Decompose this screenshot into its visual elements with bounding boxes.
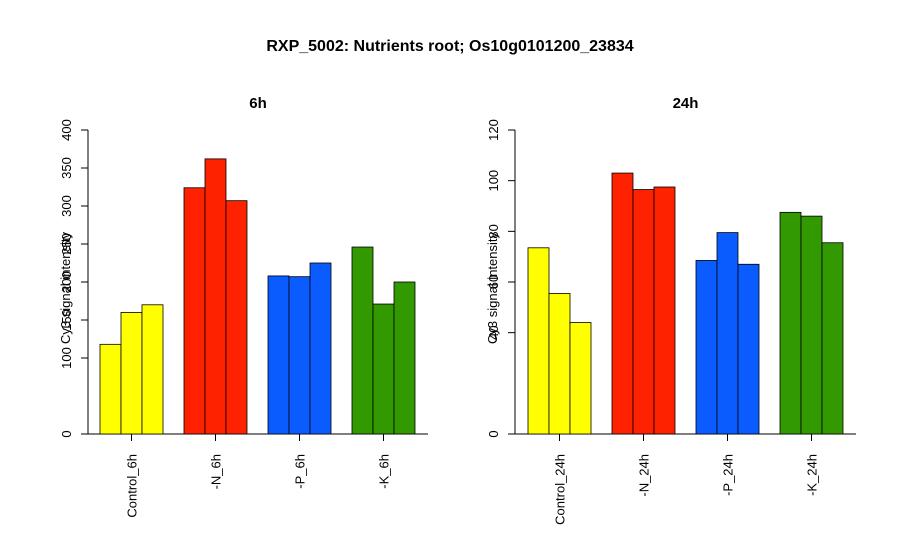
bar--N_24h-1 [611, 172, 634, 435]
bar--N_6h-3 [225, 200, 248, 435]
bar-Control_24h-2 [548, 292, 571, 435]
bar--K_6h-1 [351, 246, 374, 435]
x-tick-label: -K_24h [805, 454, 820, 496]
bar--P_24h-2 [716, 232, 739, 435]
y-tick-label: 400 [59, 119, 74, 141]
bar--P_6h-3 [309, 262, 332, 435]
bar--P_6h-1 [267, 275, 290, 435]
bar--K_24h-3 [821, 242, 844, 435]
bar--K_24h-1 [779, 211, 802, 435]
y-tick-label: 60 [486, 275, 501, 289]
bar--K_6h-2 [372, 303, 395, 435]
bar--N_6h-1 [183, 187, 206, 435]
y-tick-label: 200 [59, 271, 74, 293]
x-tick-label: -K_6h [377, 454, 392, 489]
x-tick-label: Control_24h [553, 454, 568, 525]
panel-6h: 6h 0 100 150 200 250 300 350 400 Cy3 signal inten… [58, 95, 428, 518]
y-tick-label: 300 [59, 195, 74, 217]
bar--N_6h-2 [204, 158, 227, 435]
y-tick-label: 40 [486, 325, 501, 339]
y-tick-label: 80 [486, 224, 501, 238]
bar-Control_6h-2 [120, 311, 143, 435]
y-tick-label: 120 [486, 119, 501, 141]
y-tick-label: 100 [486, 170, 501, 192]
y-tick-label: 0 [486, 430, 501, 437]
y-tick-label: 150 [59, 309, 74, 331]
x-tick-label: -N_6h [209, 454, 224, 489]
bar--N_24h-2 [632, 189, 655, 435]
bar--K_24h-2 [800, 215, 823, 435]
x-tick-label: -N_24h [637, 454, 652, 497]
y-tick-label: 250 [59, 233, 74, 255]
bar--N_24h-3 [653, 186, 676, 435]
y-tick-label: 100 [59, 347, 74, 369]
panel-24h: 24h 0 40 60 80 100 120 Cy3 signal intensity Cont… [485, 95, 856, 525]
y-tick-label: 350 [59, 157, 74, 179]
x-tick-label: Control_6h [125, 454, 140, 518]
panel-title: 6h [249, 95, 267, 112]
bar-Control_24h-1 [527, 247, 550, 435]
x-tick-label: -P_24h [721, 454, 736, 496]
x-tick-label: -P_6h [293, 454, 308, 489]
bar--K_6h-3 [393, 281, 416, 435]
bar--P_24h-1 [695, 260, 718, 435]
panel-title: 24h [673, 95, 699, 112]
bar-Control_24h-3 [569, 322, 592, 435]
chart-main-title: RXP_5002: Nutrients root; Os10g0101200_2… [266, 38, 634, 55]
y-axis-label: Cy3 signal intensity [485, 232, 500, 344]
bar--P_24h-3 [737, 263, 760, 435]
bar-Control_6h-1 [99, 343, 122, 435]
y-axis-label: Cy3 signal intensity [58, 232, 73, 344]
y-tick-label: 0 [59, 430, 74, 437]
bar--P_6h-2 [288, 276, 311, 435]
bar-Control_6h-3 [141, 304, 164, 435]
